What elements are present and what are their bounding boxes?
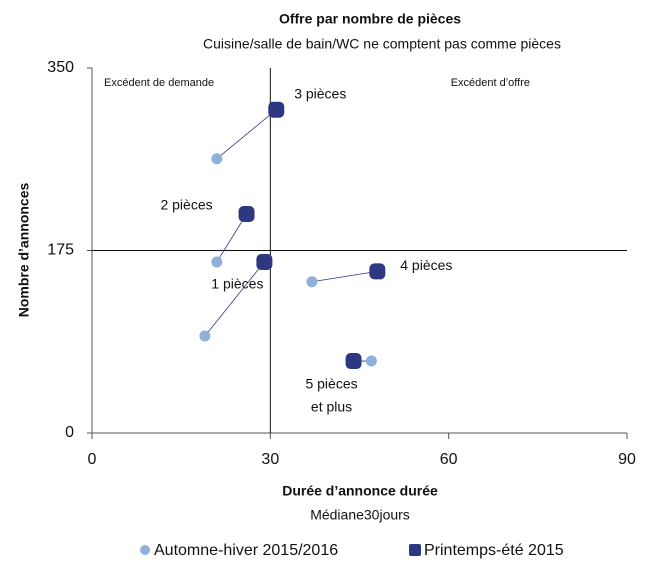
point-label: 2 pièces <box>160 197 212 213</box>
x-tick-label: 90 <box>618 451 636 468</box>
point <box>369 263 386 280</box>
annotation: Excédent de demande <box>104 77 214 89</box>
point-label: 4 pièces <box>400 257 452 273</box>
legend-label: Automne-hiver 2015/2016 <box>154 542 338 559</box>
connector <box>204 261 265 337</box>
y-tick-label: 350 <box>47 59 74 76</box>
y-tick-label: 0 <box>65 424 74 441</box>
point <box>199 330 211 342</box>
point <box>211 153 223 165</box>
x-tick-label: 30 <box>261 451 279 468</box>
point <box>211 256 223 268</box>
chart-subtitle: Cuisine/salle de bain/WC ne comptent pas… <box>203 36 561 52</box>
connector <box>216 109 277 160</box>
x-tick-label: 0 <box>88 451 97 468</box>
x-tick-label: 60 <box>440 451 458 468</box>
point-label: 5 pièces <box>305 376 357 392</box>
legend-marker <box>409 544 421 556</box>
chart-title: Offre par nombre de pièces <box>279 11 461 27</box>
point-label: 1 pièces <box>211 276 263 292</box>
legend-label: Printemps-été 2015 <box>424 542 564 559</box>
x-axis-title: Durée d’annonce durée <box>282 483 438 499</box>
point <box>306 276 318 288</box>
point <box>365 355 377 367</box>
x-axis-subtitle: Médiane30jours <box>310 507 410 523</box>
legend-marker <box>140 545 150 555</box>
point <box>238 206 255 222</box>
y-axis-title: Nombre d’annonces <box>16 183 32 318</box>
annotation: Excédent d’offre <box>451 77 530 89</box>
point-label: et plus <box>311 399 352 415</box>
y-tick-label: 175 <box>47 242 74 259</box>
point-label: 3 pièces <box>294 85 346 101</box>
connector <box>311 270 378 283</box>
point <box>345 353 362 370</box>
connector <box>216 213 247 263</box>
point <box>268 101 285 118</box>
point <box>256 253 273 270</box>
